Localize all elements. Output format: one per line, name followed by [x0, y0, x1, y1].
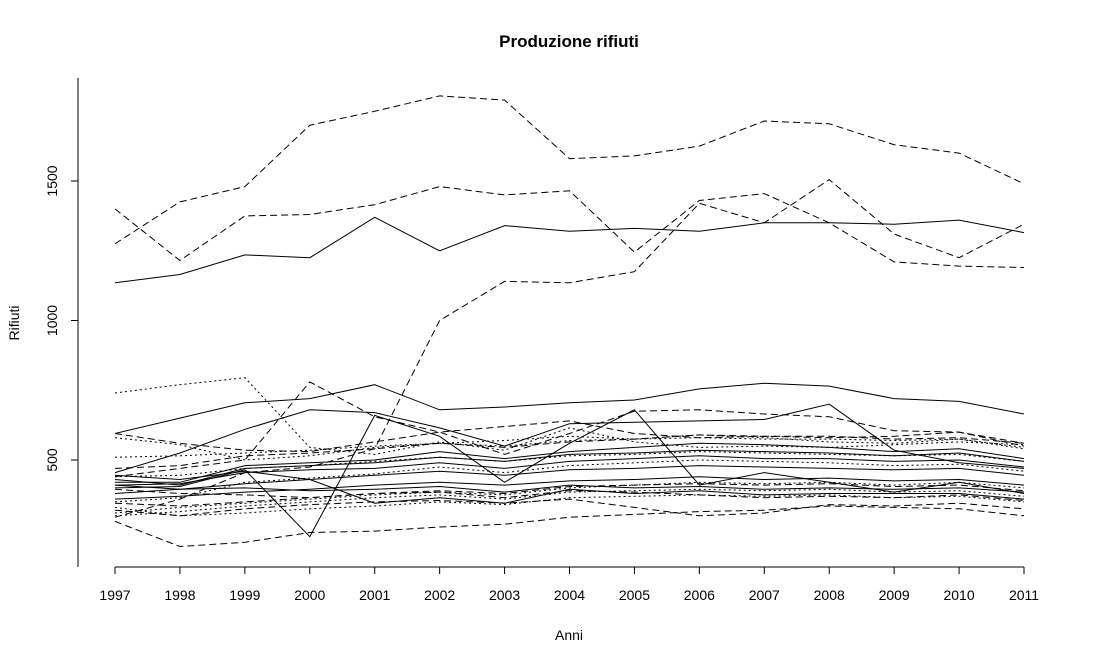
y-tick-label: 1500	[44, 165, 60, 196]
x-tick-label: 2001	[359, 587, 390, 603]
series-line-10	[115, 442, 1025, 483]
series-line-6	[114, 382, 1025, 434]
series-line-8	[114, 381, 1025, 478]
series-line-2	[114, 186, 1025, 268]
y-tick-label: 1000	[44, 305, 60, 336]
y-axis-ticks: 500 1000 1500	[44, 165, 78, 472]
x-axis-ticks: 1997 1998 1999 2000 2001 2002 2003 2004 2005 2006…	[99, 567, 1039, 603]
x-tick-label: 2009	[879, 587, 910, 603]
series-line-29	[114, 451, 1025, 478]
series-line-25	[114, 434, 1025, 469]
chart-title: Produzione rifiuti	[499, 32, 639, 51]
series-line-3	[114, 216, 1025, 284]
x-tick-label: 1998	[164, 587, 195, 603]
x-tick-label: 2007	[749, 587, 780, 603]
series-line-28	[114, 498, 1025, 517]
series-lines	[114, 95, 1025, 548]
series-line-21	[114, 494, 1025, 517]
x-axis-label: Anni	[555, 627, 583, 643]
x-tick-label: 2011	[1009, 587, 1039, 603]
y-axis-label: Rifiuti	[6, 305, 22, 340]
x-tick-label: 2002	[424, 587, 455, 603]
y-tick-label: 500	[44, 448, 60, 472]
series-line-11	[114, 455, 1025, 486]
x-tick-label: 2003	[489, 587, 520, 603]
series-line-1	[114, 95, 1025, 245]
series-line-22	[114, 483, 1025, 507]
series-line-7	[114, 403, 1025, 474]
series-line-12	[114, 409, 1025, 538]
x-tick-label: 2004	[554, 587, 585, 603]
series-line-4	[114, 178, 1025, 518]
series-line-14	[114, 434, 1025, 461]
x-tick-label: 2010	[943, 587, 974, 603]
series-line-24	[114, 488, 1025, 517]
series-line-26	[114, 437, 1025, 458]
series-line-17	[114, 484, 1025, 493]
series-line-9	[114, 420, 1025, 453]
series-line-27	[114, 476, 1025, 500]
series-line-19	[114, 481, 1025, 514]
x-tick-label: 1997	[99, 587, 130, 603]
x-tick-label: 2008	[814, 587, 845, 603]
series-line-18	[114, 488, 1025, 501]
x-tick-label: 2005	[619, 587, 650, 603]
x-tick-label: 2000	[294, 587, 325, 603]
series-line-15	[114, 459, 1025, 503]
x-tick-label: 2006	[684, 587, 715, 603]
series-line-16	[114, 470, 1025, 504]
series-line-20	[114, 505, 1025, 548]
series-line-23	[114, 465, 1025, 494]
x-tick-label: 1999	[229, 587, 260, 603]
series-line-5	[114, 377, 1025, 455]
